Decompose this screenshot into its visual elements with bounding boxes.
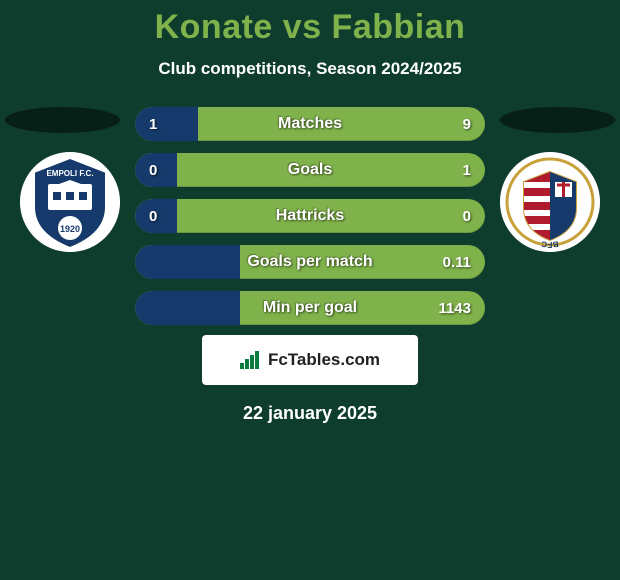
bologna-crest-svg: BFC [500, 152, 600, 252]
main-area: EMPOLI F.C. 1920 BFC [0, 107, 620, 317]
stat-bars: 1Matches90Goals10Hattricks0Goals per mat… [135, 107, 485, 337]
shadow-ellipse-right [500, 107, 615, 133]
svg-text:1920: 1920 [60, 224, 80, 234]
date-text: 22 january 2025 [0, 403, 620, 424]
club-crest-left: EMPOLI F.C. 1920 [20, 152, 120, 252]
stat-label: Goals [135, 153, 485, 187]
stat-bar-row: 1Matches9 [135, 107, 485, 141]
stat-bar-row: 0Goals1 [135, 153, 485, 187]
stat-value-right: 1143 [438, 291, 471, 325]
chart-icon [240, 351, 262, 369]
stat-label: Hattricks [135, 199, 485, 233]
branding-text: FcTables.com [268, 350, 380, 370]
stat-value-right: 1 [463, 153, 471, 187]
stat-value-right: 0 [463, 199, 471, 233]
shadow-ellipse-left [5, 107, 120, 133]
stat-value-right: 0.11 [443, 245, 471, 279]
stat-bar-row: 0Hattricks0 [135, 199, 485, 233]
subtitle: Club competitions, Season 2024/2025 [0, 59, 620, 79]
stat-label: Goals per match [135, 245, 485, 279]
stat-bar-row: Min per goal1143 [135, 291, 485, 325]
page-title: Konate vs Fabbian [0, 0, 620, 47]
svg-text:EMPOLI F.C.: EMPOLI F.C. [46, 169, 93, 178]
empoli-crest-svg: EMPOLI F.C. 1920 [20, 152, 120, 252]
stat-bar-row: Goals per match0.11 [135, 245, 485, 279]
comparison-card: Konate vs Fabbian Club competitions, Sea… [0, 0, 620, 580]
stat-label: Min per goal [135, 291, 485, 325]
stat-value-right: 9 [463, 107, 471, 141]
branding-box: FcTables.com [202, 335, 418, 385]
club-crest-right: BFC [500, 152, 600, 252]
stat-label: Matches [135, 107, 485, 141]
